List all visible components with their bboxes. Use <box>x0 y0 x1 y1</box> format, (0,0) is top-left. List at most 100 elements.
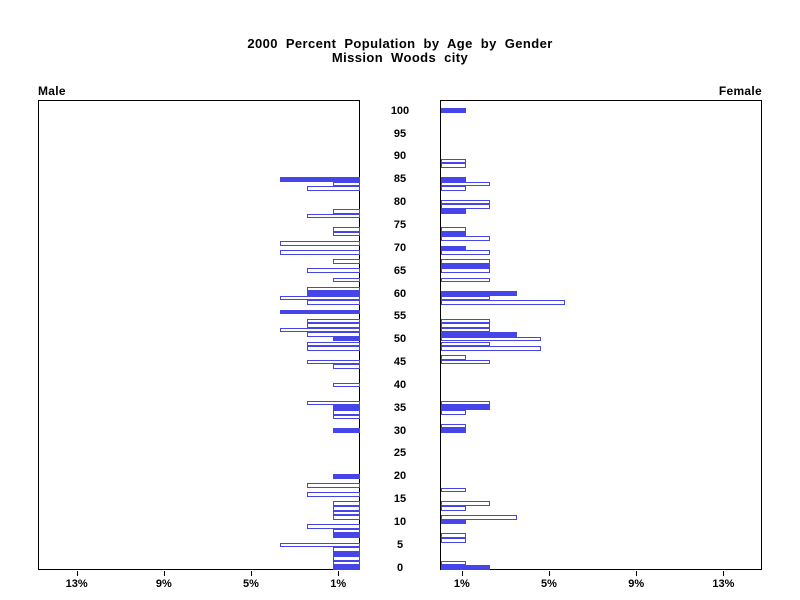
male-bar-age-65 <box>307 268 360 273</box>
male-bar-age-14 <box>332 501 360 506</box>
age-tick-label-65: 65 <box>393 264 407 277</box>
female-bar-age-6 <box>441 538 466 543</box>
age-tick-label-35: 35 <box>393 401 407 414</box>
age-tick-label-100: 100 <box>390 104 410 117</box>
female-bar-age-89 <box>441 158 466 164</box>
male-bar-age-48 <box>307 346 360 351</box>
male-bar-age-5 <box>279 542 360 548</box>
male-bar-age-49 <box>307 341 360 347</box>
age-tick-label-80: 80 <box>393 196 407 209</box>
male-bar-age-74 <box>332 227 360 232</box>
female-bar-age-65 <box>441 268 490 273</box>
female-bar-age-30 <box>441 428 466 433</box>
male-bar-age-12 <box>332 510 360 516</box>
female-bar-age-53 <box>441 323 490 328</box>
female-axis-tick-label-9: 9% <box>628 578 645 590</box>
male-bar-age-36 <box>307 400 360 406</box>
male-axis-tick-label-1: 1% <box>330 578 347 590</box>
female-bar-age-78 <box>441 208 466 214</box>
male-bar-age-8 <box>332 528 360 534</box>
age-tick-label-20: 20 <box>393 470 407 483</box>
male-bar-age-61 <box>307 286 360 292</box>
male-bar-age-54 <box>307 318 360 324</box>
female-bar-age-14 <box>441 501 490 506</box>
male-bar-age-85 <box>279 176 360 182</box>
female-bar-age-0 <box>441 565 490 570</box>
female-bar-age-54 <box>441 318 490 324</box>
female-bar-age-66 <box>441 263 490 269</box>
female-bar-age-52 <box>441 327 490 333</box>
male-bar-age-73 <box>332 231 360 237</box>
female-bar-age-13 <box>441 506 466 511</box>
female-bar-age-70 <box>441 245 466 251</box>
female-bar-age-11 <box>441 515 518 520</box>
age-tick-label-10: 10 <box>393 516 407 528</box>
female-bar-age-46 <box>441 355 466 360</box>
male-axis-tick-label-9: 9% <box>155 578 172 590</box>
female-bar-age-58 <box>441 300 566 305</box>
age-tick-label-25: 25 <box>393 447 407 460</box>
female-bar-age-51 <box>441 332 518 337</box>
female-bar-age-36 <box>441 400 490 406</box>
age-tick-label-75: 75 <box>393 218 407 231</box>
male-axis-tick-label-5: 5% <box>243 578 259 590</box>
female-axis-tick-5 <box>549 571 550 576</box>
male-bar-age-60 <box>307 291 360 296</box>
male-axis-tick-5 <box>251 571 252 576</box>
female-axis-tick-label-1: 1% <box>453 578 470 590</box>
female-bar-age-7 <box>441 533 466 538</box>
female-axis-tick-1 <box>461 571 463 576</box>
age-tick-label-45: 45 <box>393 356 407 369</box>
female-bar-age-63 <box>441 277 490 283</box>
chart-subtitle: Mission Woods city <box>331 50 469 65</box>
male-bar-age-53 <box>307 323 360 328</box>
male-axis-tick-1 <box>338 571 340 576</box>
male-bar-age-52 <box>279 327 360 333</box>
age-tick-label-70: 70 <box>393 241 407 254</box>
male-bar-age-18 <box>307 483 360 488</box>
age-tick-label-50: 50 <box>393 333 407 346</box>
male-bar-age-67 <box>332 259 360 264</box>
male-axis-tick-13 <box>76 571 78 576</box>
male-bar-age-2 <box>332 556 360 561</box>
male-bar-age-50 <box>332 336 360 342</box>
female-bar-age-85 <box>441 176 466 182</box>
female-bar-age-60 <box>441 291 518 296</box>
male-bar-age-59 <box>279 295 360 301</box>
male-bar-age-11 <box>332 515 360 520</box>
female-panel-label: Female <box>718 84 762 98</box>
male-axis-tick-label-13: 13% <box>65 578 88 590</box>
female-axis-tick-label-13: 13% <box>712 578 735 590</box>
female-bar-age-10 <box>441 519 466 525</box>
female-bar-age-88 <box>441 163 466 168</box>
age-tick-label-95: 95 <box>393 127 407 140</box>
female-axis-tick-label-5: 5% <box>541 578 557 590</box>
age-tick-label-60: 60 <box>393 287 407 300</box>
male-bar-age-77 <box>307 213 360 219</box>
female-bar-age-48 <box>441 346 542 351</box>
male-bar-age-16 <box>307 492 360 497</box>
female-bar-age-84 <box>441 181 490 187</box>
male-bar-age-34 <box>332 410 360 415</box>
female-bar-age-1 <box>441 560 466 566</box>
male-bar-age-71 <box>279 240 360 246</box>
male-bar-age-45 <box>307 359 360 365</box>
female-bar-age-100 <box>441 108 466 113</box>
male-bar-age-78 <box>332 208 360 214</box>
female-bar-age-72 <box>441 236 490 241</box>
female-bar-age-79 <box>441 204 490 209</box>
female-bar-age-35 <box>441 405 490 411</box>
female-bar-age-31 <box>441 423 466 429</box>
age-tick-label-0: 0 <box>396 561 404 574</box>
male-bar-age-40 <box>332 382 360 388</box>
male-panel-label: Male <box>38 84 66 98</box>
age-tick-label-5: 5 <box>396 538 404 551</box>
male-bar-age-33 <box>332 414 360 420</box>
female-bar-age-83 <box>441 186 466 191</box>
female-bar-age-69 <box>441 250 490 255</box>
female-bar-age-17 <box>441 487 466 493</box>
male-bar-age-7 <box>332 533 360 538</box>
male-axis-tick-9 <box>163 571 165 576</box>
age-tick-label-55: 55 <box>393 310 407 323</box>
